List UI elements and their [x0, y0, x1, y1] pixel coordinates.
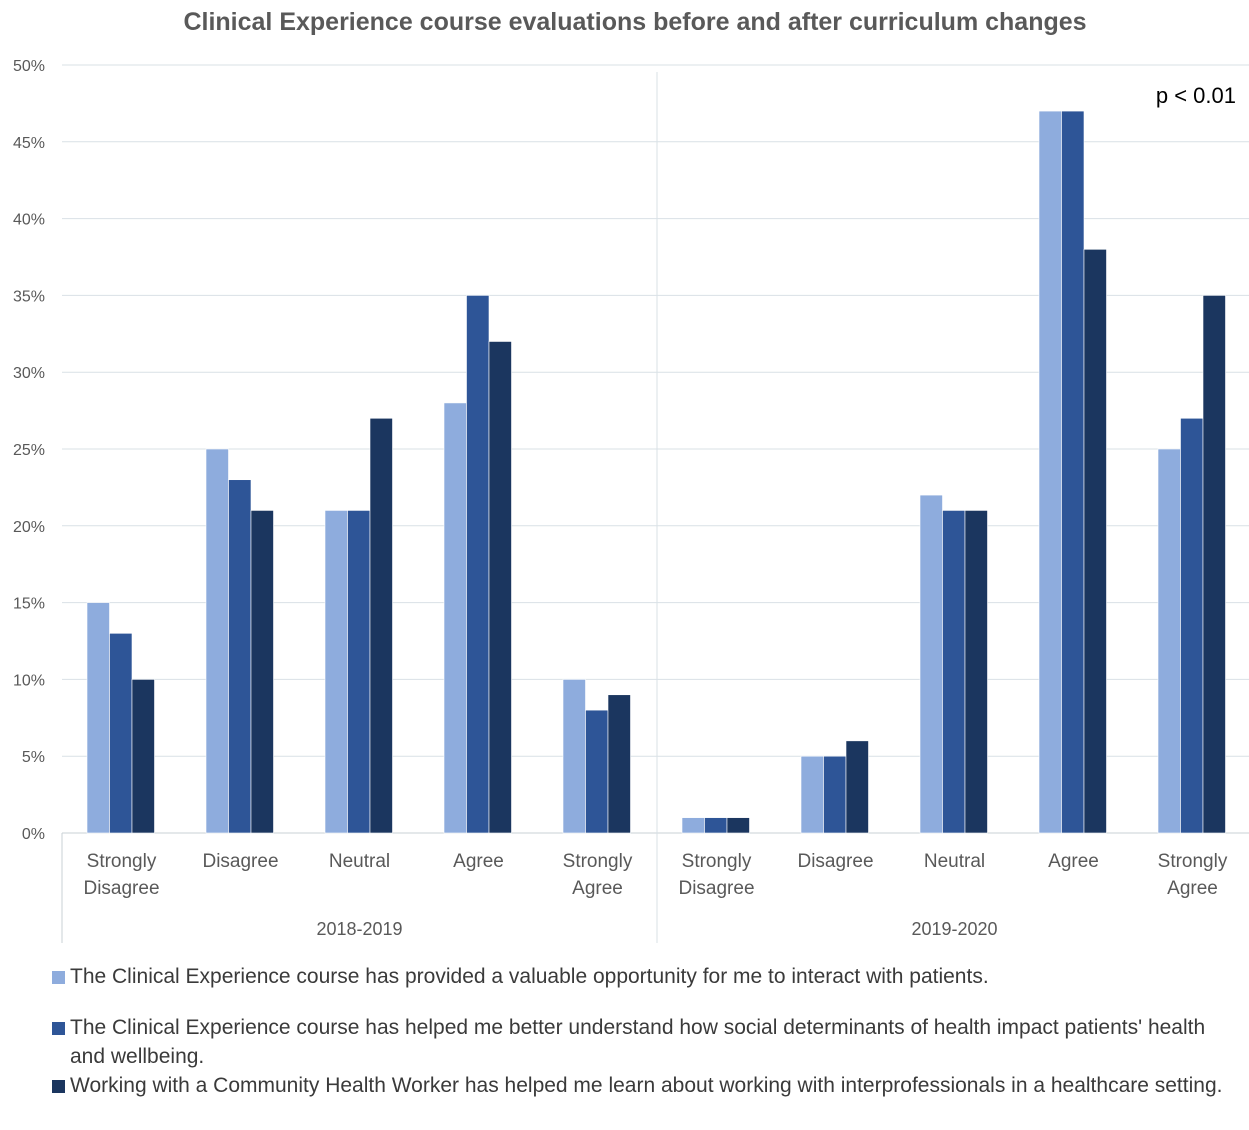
- bar: [726, 817, 750, 834]
- bar: [800, 755, 824, 834]
- category-label: Strongly: [682, 851, 752, 872]
- bar: [964, 510, 988, 834]
- legend-swatch: [52, 971, 65, 984]
- category-label: Agree: [572, 878, 623, 899]
- bar: [1202, 295, 1226, 834]
- bar: [109, 633, 133, 834]
- y-tick-label: 50%: [13, 58, 45, 75]
- legend-item: The Clinical Experience course has helpe…: [52, 1013, 1242, 1071]
- category-label: Strongly: [563, 851, 633, 872]
- chart-title: Clinical Experience course evaluations b…: [183, 8, 1086, 36]
- bar: [845, 740, 869, 834]
- bar: [369, 417, 393, 834]
- bar: [324, 510, 348, 834]
- group-label: 2019-2020: [911, 919, 997, 939]
- legend-item: Working with a Community Health Worker h…: [52, 1071, 1242, 1100]
- bar: [1061, 110, 1085, 834]
- bar: [205, 448, 229, 834]
- legend-label: The Clinical Experience course has provi…: [70, 965, 989, 988]
- bar: [466, 295, 490, 834]
- category-label: Neutral: [329, 851, 390, 872]
- legend-label: Working with a Community Health Worker h…: [70, 1074, 1223, 1097]
- category-label: Disagree: [83, 878, 159, 899]
- y-tick-label: 25%: [13, 442, 45, 459]
- bar: [681, 817, 705, 834]
- bar: [250, 510, 274, 834]
- bars: [86, 110, 1226, 834]
- bar: [1038, 110, 1062, 834]
- bar: [1180, 417, 1204, 834]
- bar: [131, 679, 155, 834]
- category-label: Agree: [453, 851, 504, 872]
- category-label: Disagree: [202, 851, 278, 872]
- bar: [86, 602, 110, 834]
- bar: [443, 402, 467, 834]
- category-label: Strongly: [1158, 851, 1228, 872]
- bar: [919, 494, 943, 834]
- bar: [1083, 249, 1107, 834]
- y-tick-label: 15%: [13, 596, 45, 613]
- legend-item: The Clinical Experience course has provi…: [52, 962, 1242, 991]
- bar: [704, 817, 728, 834]
- y-tick-label: 20%: [13, 519, 45, 536]
- bar: [942, 510, 966, 834]
- y-tick-label: 40%: [13, 212, 45, 229]
- category-label: Agree: [1048, 851, 1099, 872]
- bar: [562, 679, 586, 834]
- bar: [823, 755, 847, 834]
- y-tick-label: 0%: [22, 826, 45, 843]
- y-tick-label: 30%: [13, 365, 45, 382]
- legend-swatch: [52, 1022, 65, 1035]
- category-label: Disagree: [797, 851, 873, 872]
- bar: [607, 694, 631, 834]
- category-labels: 0% 5% 10% 15% 20% 25% 30% 35% 40% 45% 50% Strongly D…: [13, 58, 1228, 939]
- bar: [585, 709, 609, 834]
- y-tick-label: 45%: [13, 135, 45, 152]
- legend: The Clinical Experience course has provi…: [52, 962, 1242, 1122]
- y-tick-label: 5%: [22, 749, 45, 766]
- category-label: Neutral: [924, 851, 985, 872]
- category-label: Agree: [1167, 878, 1218, 899]
- legend-label: The Clinical Experience course has helpe…: [70, 1016, 1206, 1068]
- group-label: 2018-2019: [316, 919, 402, 939]
- y-tick-label: 35%: [13, 288, 45, 305]
- category-label: Strongly: [87, 851, 157, 872]
- p-value-annotation: p < 0.01: [1156, 83, 1236, 108]
- bar: [488, 341, 512, 834]
- category-label: Disagree: [678, 878, 754, 899]
- bar: [347, 510, 371, 834]
- y-tick-label: 10%: [13, 672, 45, 689]
- legend-swatch: [52, 1080, 65, 1093]
- bar: [228, 479, 252, 834]
- bar: [1157, 448, 1181, 834]
